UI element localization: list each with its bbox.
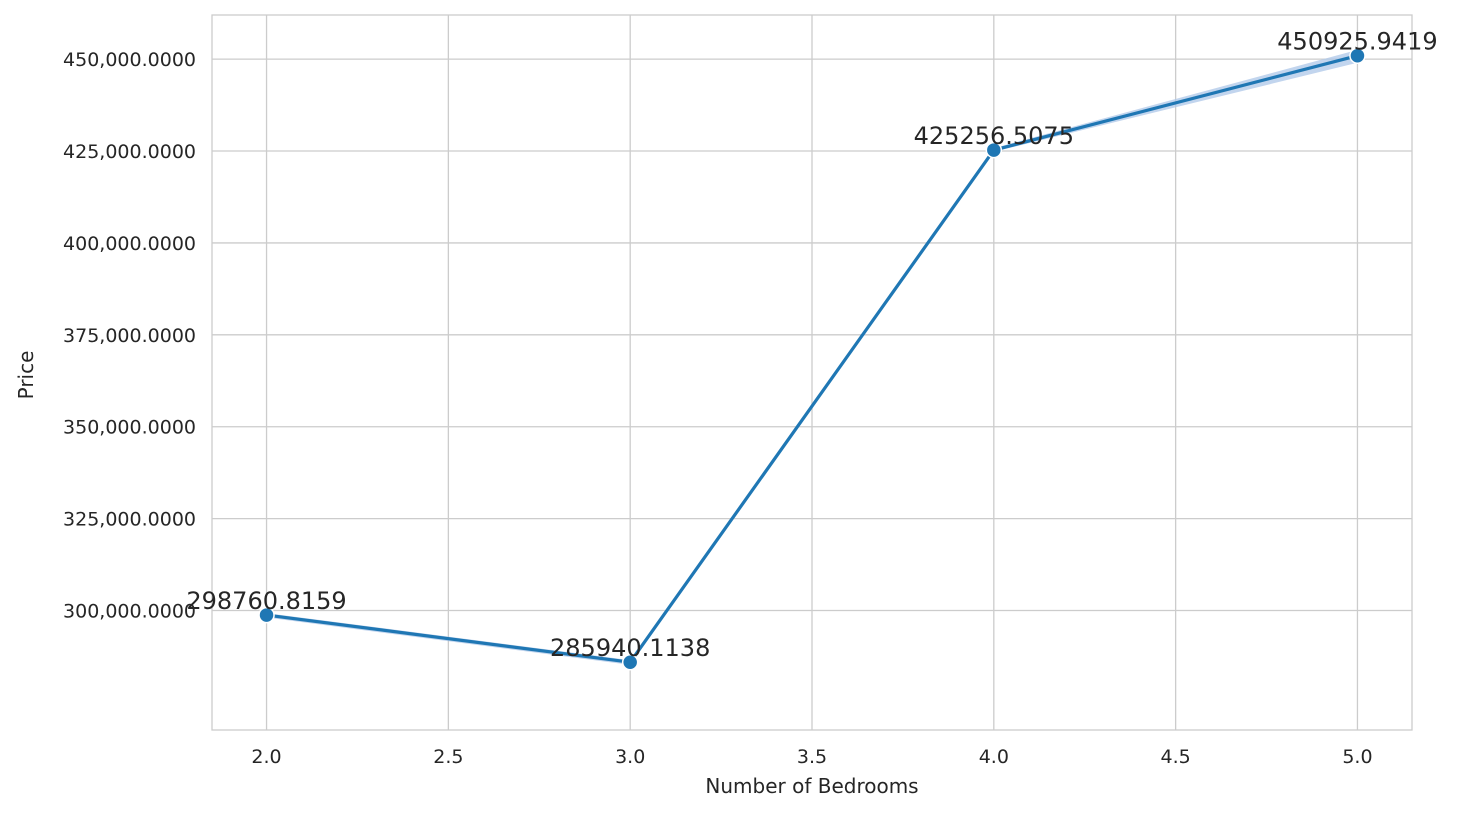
data-point [1349, 47, 1366, 64]
y-tick-label: 425,000.0000 [63, 141, 196, 163]
y-tick-labels: 300,000.0000 325,000.0000 350,000.0000 375,… [63, 49, 196, 622]
data-point [258, 606, 275, 624]
data-label: 450925.9419 [1277, 28, 1437, 56]
series-line [266, 54, 1358, 664]
y-tick-label: 325,000.0000 [63, 509, 196, 531]
x-tick-labels: 2.0 2.5 3.0 3.5 4.0 4.5 5.0 [251, 746, 1372, 768]
data-point-layer [258, 47, 1366, 671]
data-label: 285940.1138 [550, 634, 710, 662]
x-tick-label: 3.0 [615, 746, 645, 768]
y-axis-label: Price [14, 351, 38, 400]
y-tick-label: 375,000.0000 [63, 325, 196, 347]
data-point [621, 653, 639, 671]
x-axis-label: Number of Bedrooms [705, 774, 918, 798]
data-label: 298760.8159 [186, 587, 346, 615]
grid [212, 15, 1412, 730]
plot-frame [211, 14, 1413, 731]
series-line-layer [266, 54, 1358, 664]
data-point [985, 141, 1003, 159]
data-label-layer: 298760.8159 285940.1138 425256.5075 450925.… [186, 28, 1437, 663]
x-tick-label: 4.5 [1161, 746, 1191, 768]
x-tick-label: 2.0 [251, 746, 281, 768]
x-tick-label: 4.0 [979, 746, 1009, 768]
y-tick-label: 350,000.0000 [63, 417, 196, 439]
data-label: 425256.5075 [914, 122, 1074, 150]
x-tick-label: 3.5 [797, 746, 827, 768]
y-tick-label: 450,000.0000 [63, 49, 196, 71]
y-tick-label: 300,000.0000 [63, 601, 196, 623]
x-tick-label: 5.0 [1342, 746, 1372, 768]
y-tick-label: 400,000.0000 [63, 233, 196, 255]
x-tick-label: 2.5 [433, 746, 463, 768]
